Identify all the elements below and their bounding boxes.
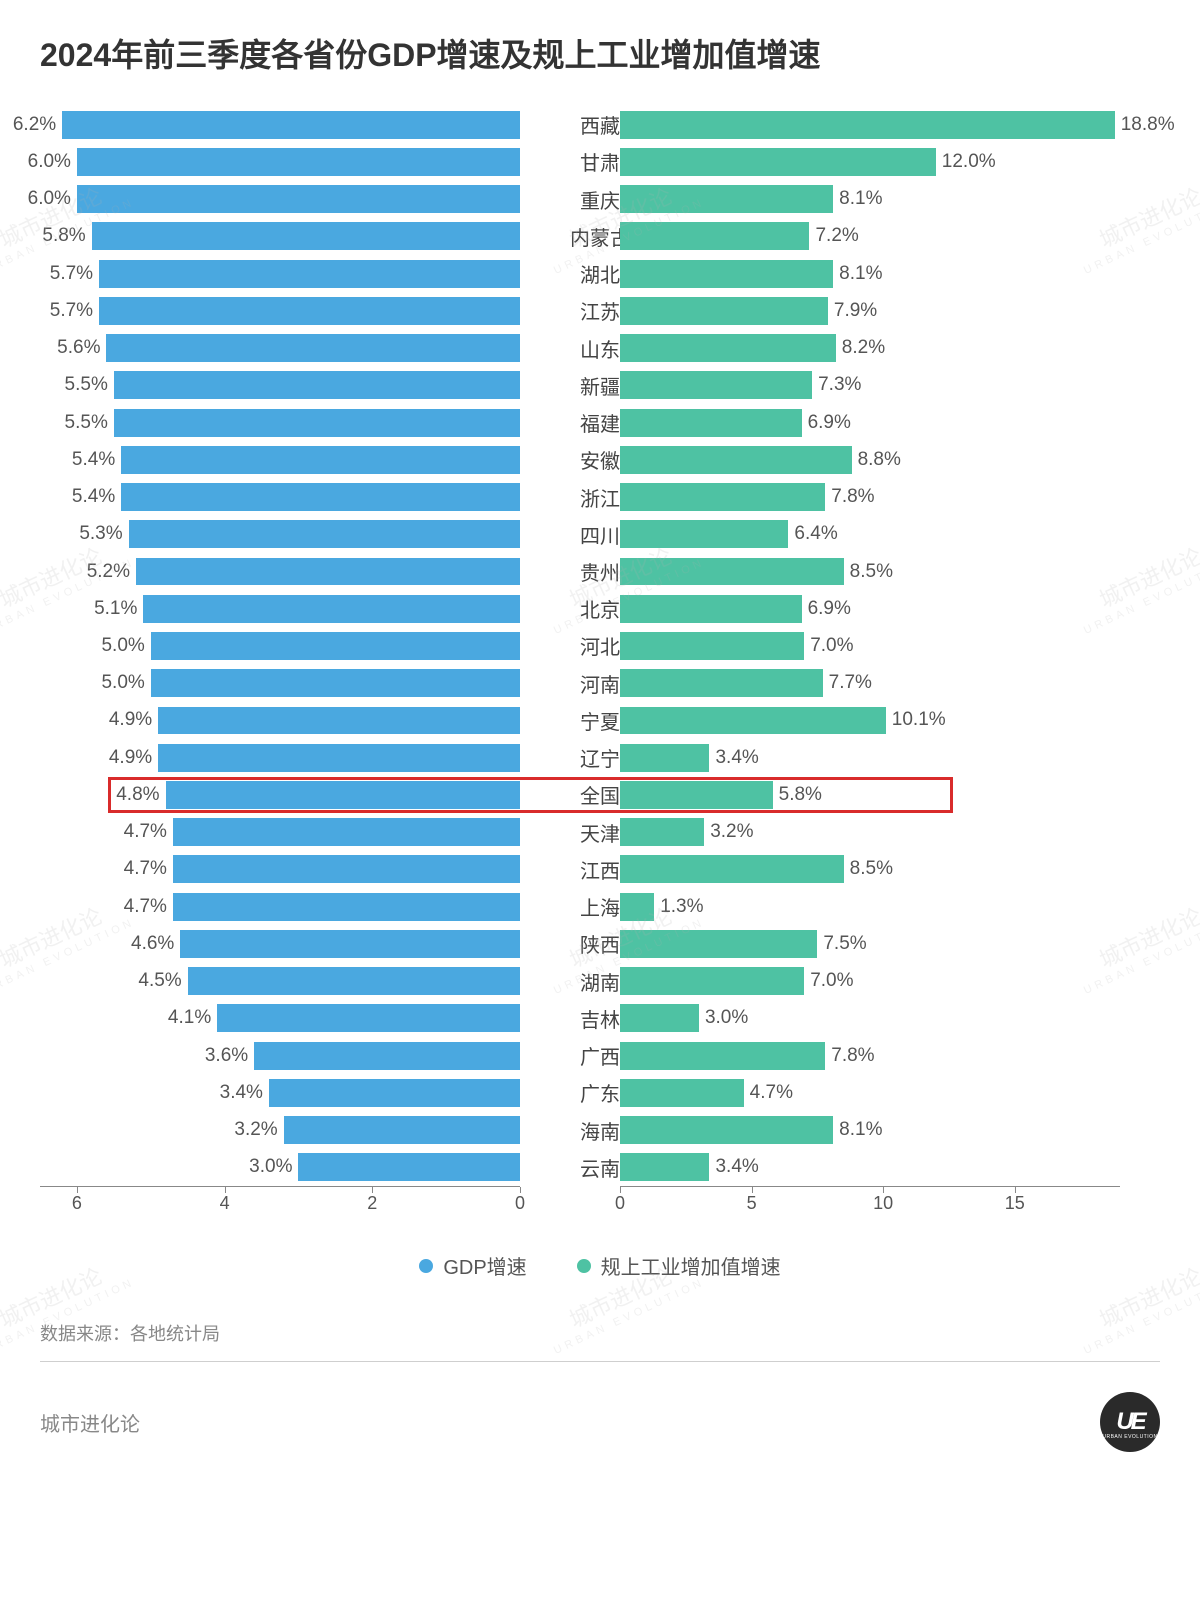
butterfly-chart: 6.2%6.0%6.0%5.8%5.7%5.7%5.6%5.5%5.5%5.4%… bbox=[40, 106, 1160, 1226]
axis-tick: 2 bbox=[367, 1193, 377, 1214]
industrial-value-label: 3.2% bbox=[710, 821, 753, 843]
divider bbox=[40, 1361, 1160, 1362]
source-label: 数据来源：各地统计局 bbox=[40, 1320, 1160, 1346]
legend: GDP增速 规上工业增加值增速 bbox=[40, 1236, 1160, 1305]
industrial-bar: 18.8% bbox=[620, 111, 1115, 139]
industrial-value-label: 7.2% bbox=[815, 225, 858, 247]
industrial-value-label: 3.4% bbox=[715, 1156, 758, 1178]
axis-tick: 0 bbox=[515, 1193, 525, 1214]
industrial-value-label: 6.9% bbox=[808, 598, 851, 620]
industrial-bar: 8.5% bbox=[620, 855, 844, 883]
industrial-bar: 8.2% bbox=[620, 334, 836, 362]
industrial-bar: 7.9% bbox=[620, 297, 828, 325]
industrial-value-label: 5.8% bbox=[779, 784, 822, 806]
industrial-value-label: 7.3% bbox=[818, 374, 861, 396]
industrial-value-label: 6.9% bbox=[808, 412, 851, 434]
industrial-value-label: 7.0% bbox=[810, 970, 853, 992]
industrial-bar: 7.8% bbox=[620, 1042, 825, 1070]
industrial-bar: 8.5% bbox=[620, 558, 844, 586]
industrial-value-label: 10.1% bbox=[892, 709, 946, 731]
center-labels: 西藏甘肃重庆内蒙古湖北江苏山东新疆福建安徽浙江四川贵州北京河北河南宁夏辽宁全国天… bbox=[520, 106, 620, 1226]
industrial-bar: 7.3% bbox=[620, 371, 812, 399]
legend-label: 规上工业增加值增速 bbox=[601, 1251, 781, 1280]
industrial-value-label: 3.0% bbox=[705, 1007, 748, 1029]
industrial-value-label: 8.5% bbox=[850, 858, 893, 880]
industrial-value-label: 8.5% bbox=[850, 561, 893, 583]
axis-tick: 5 bbox=[747, 1193, 757, 1214]
industrial-bar: 5.8% bbox=[620, 781, 773, 809]
industrial-value-label: 7.8% bbox=[831, 1045, 874, 1067]
industrial-bar: 8.1% bbox=[620, 260, 833, 288]
industrial-value-label: 3.4% bbox=[715, 747, 758, 769]
industrial-bar: 7.0% bbox=[620, 632, 804, 660]
industrial-bar: 3.4% bbox=[620, 1153, 709, 1181]
industrial-bar: 12.0% bbox=[620, 148, 936, 176]
industrial-value-label: 8.2% bbox=[842, 337, 885, 359]
industrial-value-label: 4.7% bbox=[750, 1082, 793, 1104]
industrial-value-label: 7.9% bbox=[834, 300, 877, 322]
industrial-bar: 3.4% bbox=[620, 744, 709, 772]
left-axis: 6420 bbox=[40, 1186, 520, 1226]
industrial-bar: 8.8% bbox=[620, 446, 852, 474]
legend-dot-icon bbox=[577, 1259, 591, 1273]
industrial-bar: 7.2% bbox=[620, 222, 809, 250]
industrial-bar: 8.1% bbox=[620, 185, 833, 213]
axis-tick: 4 bbox=[220, 1193, 230, 1214]
industrial-bar: 3.2% bbox=[620, 818, 704, 846]
industrial-value-label: 7.8% bbox=[831, 486, 874, 508]
brand-logo-icon: UE URBAN EVOLUTION bbox=[1100, 1392, 1160, 1452]
right-axis: 051015 bbox=[620, 1186, 1120, 1226]
industrial-bar: 1.3% bbox=[620, 893, 654, 921]
industrial-value-label: 8.1% bbox=[839, 188, 882, 210]
industrial-bar: 7.7% bbox=[620, 669, 823, 697]
footer: 城市进化论 UE URBAN EVOLUTION bbox=[40, 1392, 1160, 1452]
industrial-bar: 6.9% bbox=[620, 409, 802, 437]
industrial-value-label: 7.5% bbox=[823, 933, 866, 955]
industrial-bar: 7.5% bbox=[620, 930, 817, 958]
industrial-value-label: 6.4% bbox=[794, 523, 837, 545]
right-panel: 18.8%12.0%8.1%7.2%8.1%7.9%8.2%7.3%6.9%8.… bbox=[620, 106, 1120, 1226]
industrial-value-label: 7.7% bbox=[829, 672, 872, 694]
axis-tick: 15 bbox=[1005, 1193, 1025, 1214]
industrial-value-label: 1.3% bbox=[660, 896, 703, 918]
logo-text: UE bbox=[1116, 1408, 1143, 1436]
brand-label: 城市进化论 bbox=[40, 1408, 140, 1437]
industrial-bar: 3.0% bbox=[620, 1004, 699, 1032]
industrial-value-label: 8.1% bbox=[839, 263, 882, 285]
industrial-value-label: 8.1% bbox=[839, 1119, 882, 1141]
industrial-bar: 7.8% bbox=[620, 483, 825, 511]
industrial-value-label: 8.8% bbox=[858, 449, 901, 471]
axis-tick: 10 bbox=[873, 1193, 893, 1214]
industrial-value-label: 7.0% bbox=[810, 635, 853, 657]
axis-tick: 6 bbox=[72, 1193, 82, 1214]
legend-item: 规上工业增加值增速 bbox=[577, 1251, 781, 1280]
page-title: 2024年前三季度各省份GDP增速及规上工业增加值增速 bbox=[40, 30, 1160, 76]
logo-subtext: URBAN EVOLUTION bbox=[1102, 1434, 1157, 1440]
industrial-value-label: 18.8% bbox=[1121, 114, 1175, 136]
industrial-bar: 4.7% bbox=[620, 1079, 744, 1107]
industrial-bar: 8.1% bbox=[620, 1116, 833, 1144]
industrial-bar: 7.0% bbox=[620, 967, 804, 995]
industrial-value-label: 12.0% bbox=[942, 151, 996, 173]
legend-dot-icon bbox=[419, 1259, 433, 1273]
legend-item: GDP增速 bbox=[419, 1251, 526, 1280]
industrial-bar: 6.4% bbox=[620, 520, 788, 548]
industrial-bar: 10.1% bbox=[620, 707, 886, 735]
legend-label: GDP增速 bbox=[443, 1251, 526, 1280]
industrial-bar: 6.9% bbox=[620, 595, 802, 623]
axis-tick: 0 bbox=[615, 1193, 625, 1214]
